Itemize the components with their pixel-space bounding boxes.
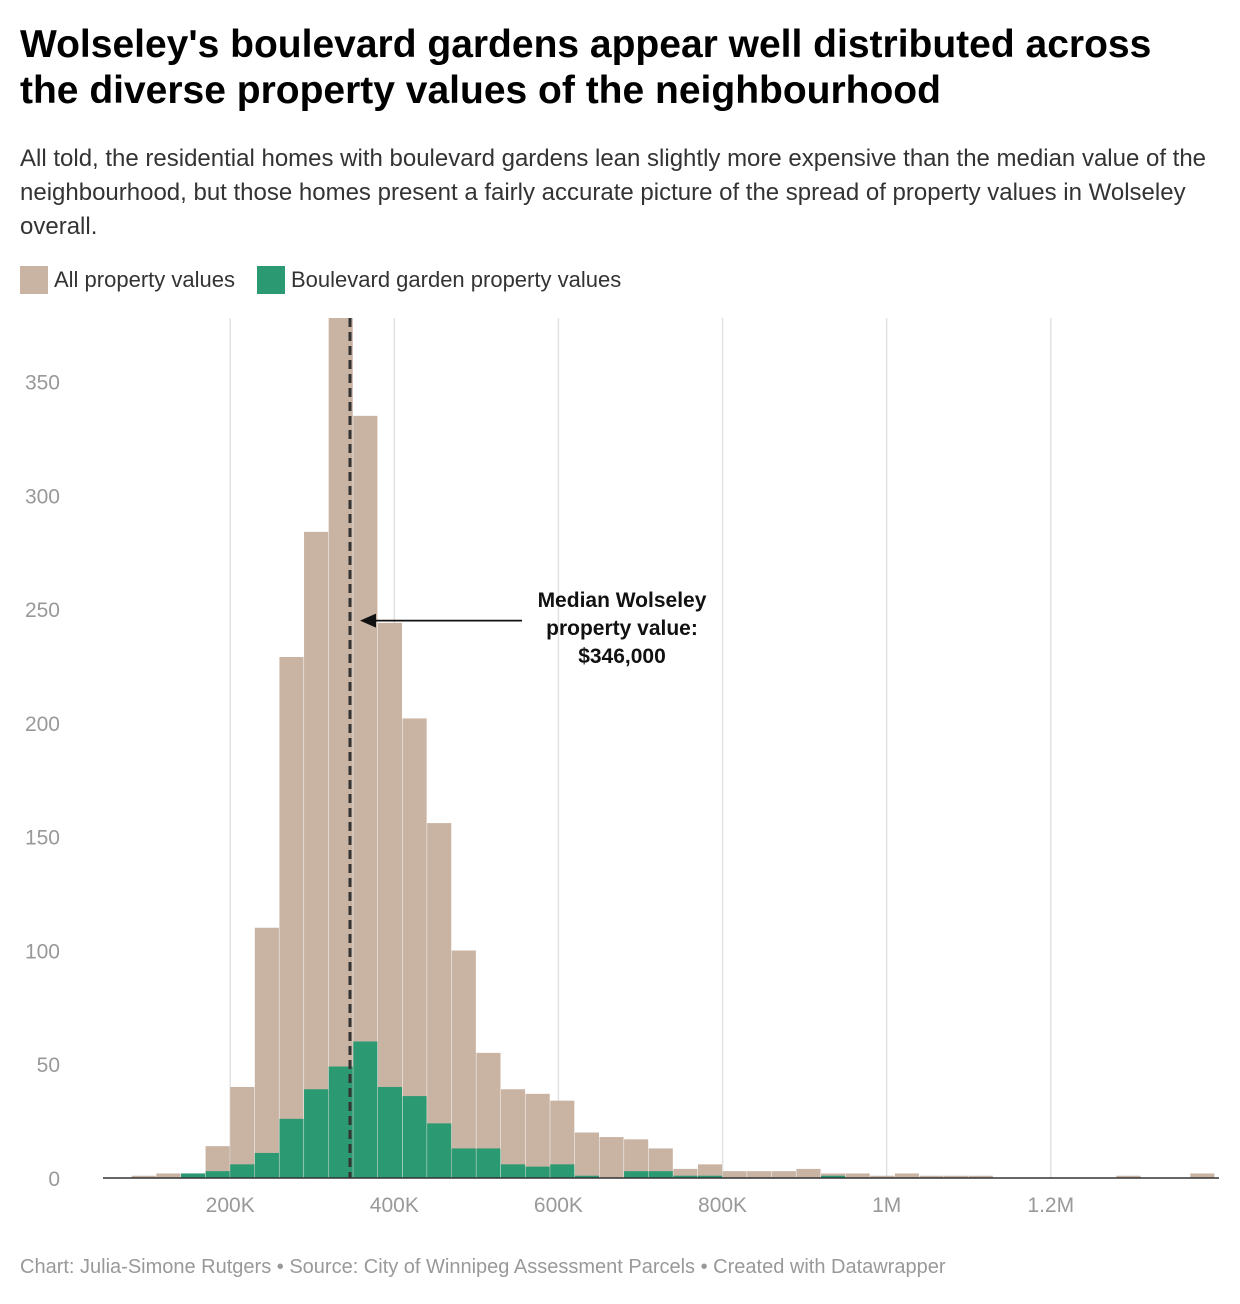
bar-all-properties xyxy=(771,1171,796,1178)
y-tick-label: 350 xyxy=(25,372,60,395)
bar-all-properties xyxy=(500,1089,526,1178)
bar-garden-properties xyxy=(279,1118,304,1178)
bar-all-properties xyxy=(796,1168,821,1178)
bar-garden-properties xyxy=(377,1086,403,1178)
bar-all-properties xyxy=(747,1171,772,1178)
y-tick-label: 100 xyxy=(25,940,60,963)
bar-all-properties xyxy=(304,531,329,1178)
median-arrow-head xyxy=(359,613,376,628)
median-annotation-line: $346,000 xyxy=(578,645,666,668)
bar-all-properties xyxy=(131,1175,156,1178)
bar-garden-properties xyxy=(402,1096,427,1178)
chart-footer: Chart: Julia-Simone Rutgers • Source: Ci… xyxy=(20,1256,946,1278)
bar-all-properties xyxy=(919,1175,944,1178)
y-tick-label: 300 xyxy=(25,485,60,508)
x-tick-label: 1M xyxy=(872,1194,901,1217)
x-tick-label: 400K xyxy=(370,1194,419,1217)
bar-garden-properties xyxy=(353,1041,378,1178)
bar-garden-properties xyxy=(451,1148,476,1178)
bar-all-properties xyxy=(599,1137,624,1178)
bar-garden-properties xyxy=(821,1175,846,1178)
y-tick-label: 0 xyxy=(48,1168,60,1191)
bar-garden-properties xyxy=(476,1148,501,1178)
bar-all-properties xyxy=(156,1173,181,1178)
bar-all-properties xyxy=(230,1086,255,1178)
bar-all-properties xyxy=(944,1175,969,1178)
legend-swatch-garden xyxy=(256,266,285,294)
bar-all-properties xyxy=(525,1093,550,1178)
y-tick-label: 150 xyxy=(25,827,60,850)
bar-garden-properties xyxy=(624,1171,649,1178)
bar-all-properties xyxy=(377,622,403,1178)
x-tick-label: 1.2M xyxy=(1027,1194,1074,1217)
legend: All property values Boulevard garden pro… xyxy=(20,264,643,296)
median-annotation-line: property value: xyxy=(546,617,698,640)
bar-garden-properties xyxy=(254,1152,279,1178)
bar-all-properties xyxy=(427,823,452,1178)
bar-garden-properties xyxy=(205,1171,230,1178)
bar-all-properties xyxy=(697,1164,723,1178)
y-tick-label: 50 xyxy=(37,1054,60,1077)
bar-all-properties xyxy=(1190,1173,1215,1178)
bar-garden-properties xyxy=(500,1164,526,1178)
legend-item-garden: Boulevard garden property values xyxy=(256,266,622,294)
bar-all-properties xyxy=(254,927,279,1178)
x-tick-label: 800K xyxy=(698,1194,747,1217)
bar-all-properties xyxy=(673,1168,698,1178)
bar-all-properties xyxy=(1116,1175,1141,1178)
bar-garden-properties xyxy=(673,1175,698,1178)
bar-garden-properties xyxy=(230,1164,255,1178)
legend-label-garden: Boulevard garden property values xyxy=(290,267,622,292)
y-tick-label: 200 xyxy=(25,713,60,736)
median-annotation-line: Median Wolseley xyxy=(538,589,707,612)
bar-all-properties xyxy=(279,656,304,1178)
bar-all-properties xyxy=(451,950,476,1178)
legend-label-all: All property values xyxy=(54,267,235,292)
bar-all-properties xyxy=(574,1132,599,1178)
bar-garden-properties xyxy=(550,1164,575,1178)
legend-swatch-all xyxy=(20,266,48,294)
y-tick-label: 250 xyxy=(25,599,60,622)
bar-all-properties xyxy=(968,1175,993,1178)
bar-all-properties xyxy=(845,1173,870,1178)
bar-garden-properties xyxy=(180,1173,206,1178)
bar-garden-properties xyxy=(427,1123,452,1178)
histogram-chart: 0 50 100 150 200 250 300 350 200K 400K 600K 800K 1M 1… xyxy=(25,318,1219,1217)
chart-title: Wolseley's boulevard gardens appear well… xyxy=(20,23,1152,112)
bar-all-properties xyxy=(722,1171,747,1178)
bar-all-properties xyxy=(894,1173,919,1178)
chart-subtitle: All told, the residential homes with bou… xyxy=(20,145,1207,240)
bar-garden-properties xyxy=(574,1175,599,1178)
bar-all-properties xyxy=(870,1175,895,1178)
bar-garden-properties xyxy=(525,1166,550,1178)
bar-garden-properties xyxy=(697,1175,723,1178)
x-tick-label: 600K xyxy=(534,1194,583,1217)
bar-garden-properties xyxy=(304,1089,329,1178)
x-tick-label: 200K xyxy=(206,1194,255,1217)
legend-item-all: All property values xyxy=(20,266,235,294)
bar-garden-properties xyxy=(648,1171,673,1178)
